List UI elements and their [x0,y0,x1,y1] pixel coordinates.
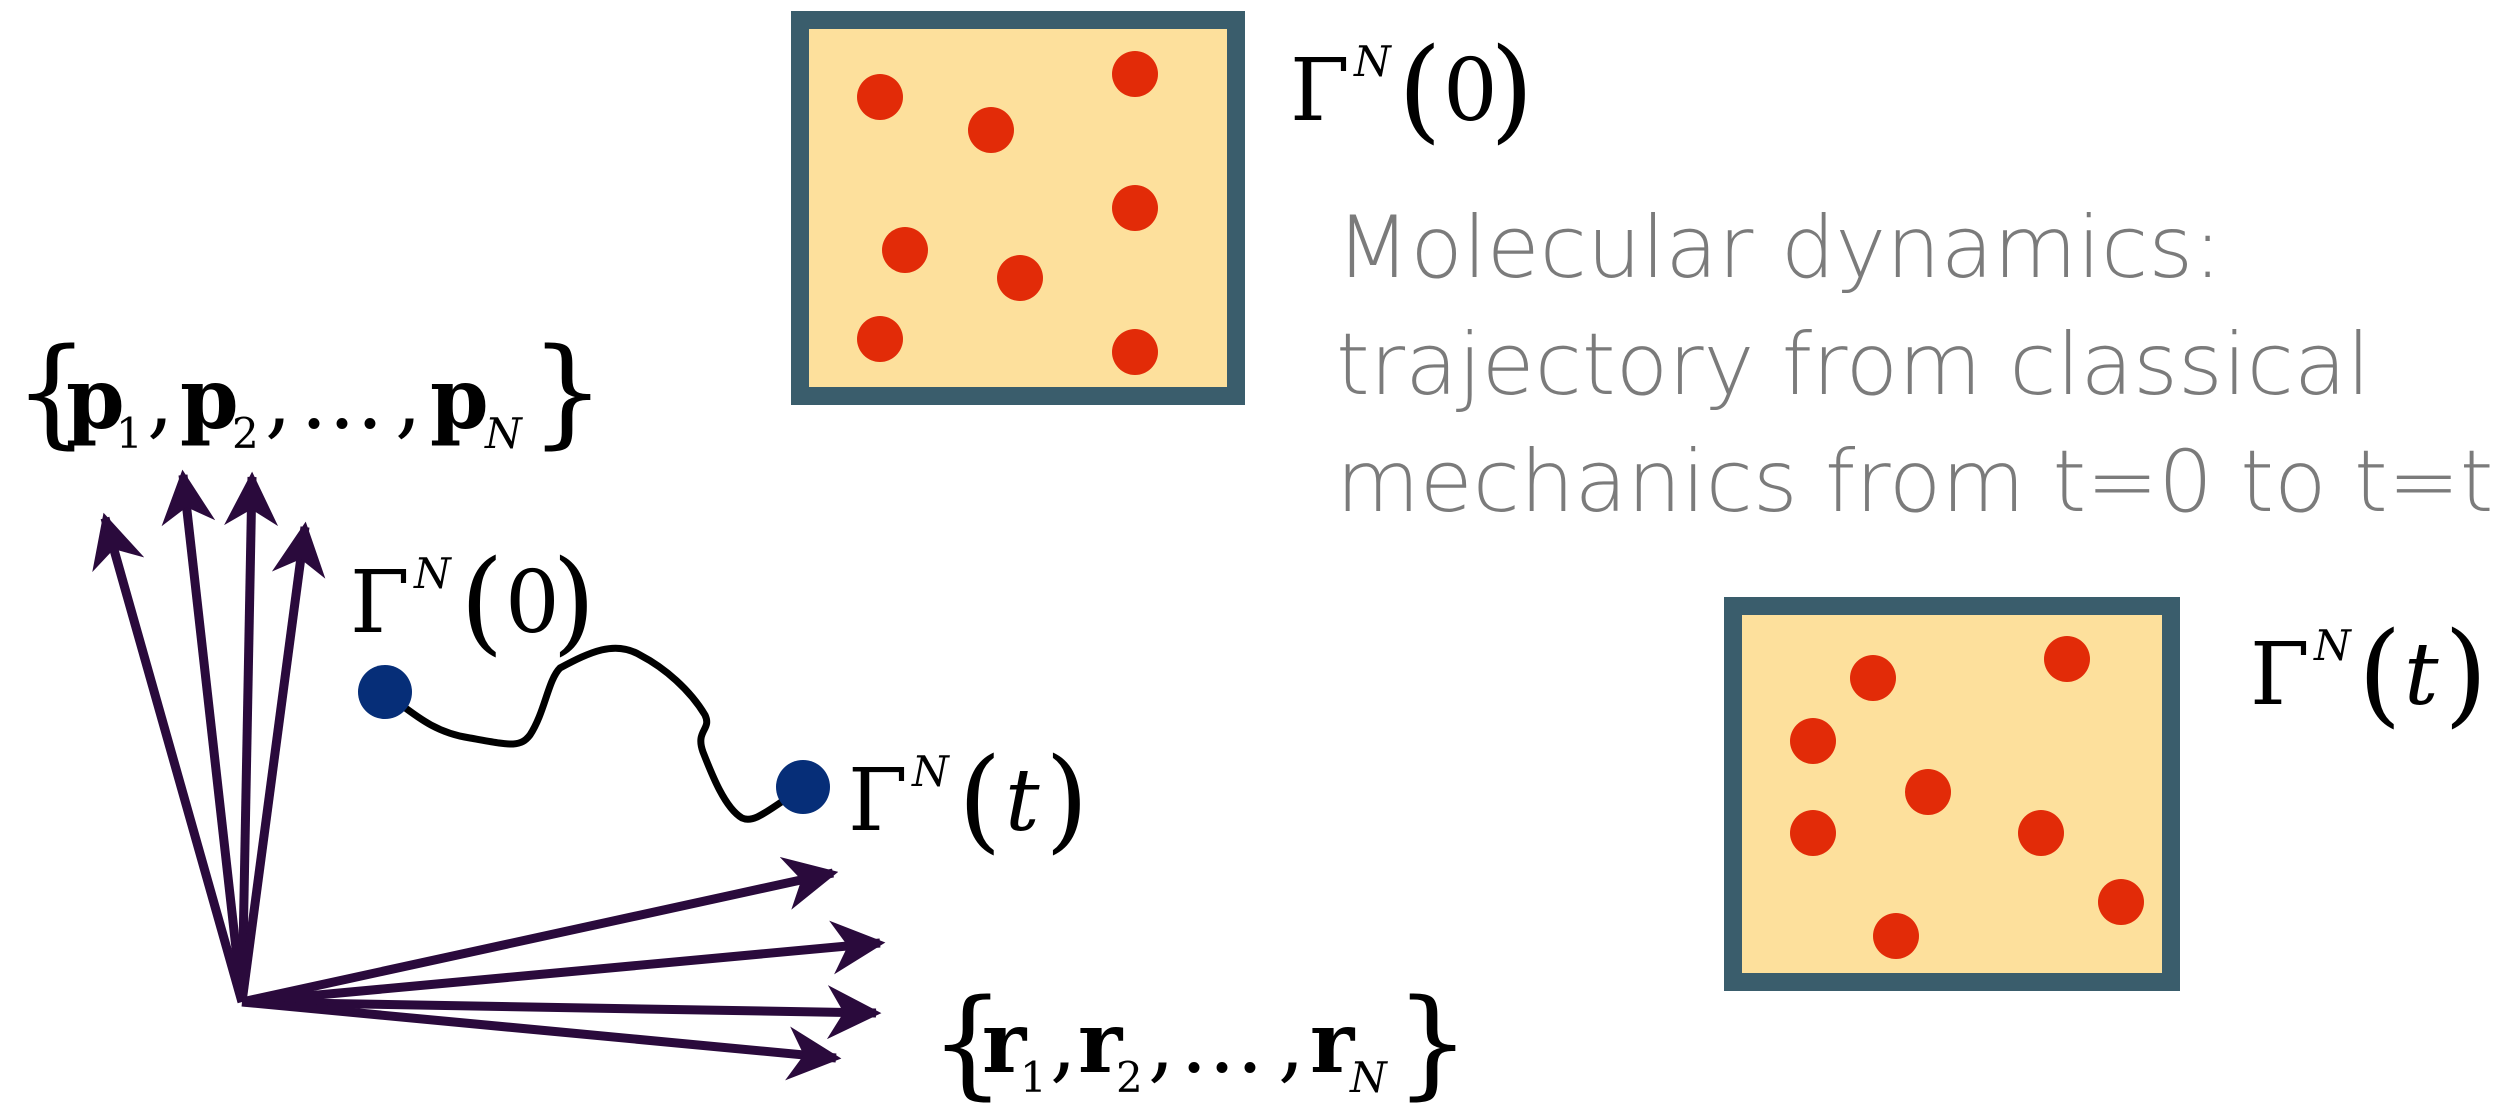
comma: , [1050,994,1077,1092]
close-paren: ) [2444,609,2488,739]
momentum-arrow [161,469,247,1003]
position-subscript: 2 [1116,1053,1143,1102]
comma: , [395,350,422,448]
position-arrow [241,997,842,1081]
comma: , [147,350,174,448]
caption-line: Molecular dynamics: [1336,198,2223,298]
position-arrow [241,856,839,1007]
particle [2044,636,2090,682]
start-point [358,665,412,719]
particle [1112,51,1158,97]
ellipsis: … [300,350,384,448]
open-paren: ( [1398,25,1442,155]
close-paren: ) [1490,25,1534,155]
comma: , [1278,994,1305,1092]
argument: t [1005,751,1040,851]
superscript-n: N [413,549,452,598]
position-subscript: 1 [1020,1053,1047,1102]
particle [1873,913,1919,959]
box-initial-label: Γ N ( 0 ) [1290,25,1534,155]
superscript-n: N [911,747,950,796]
gamma-symbol: Γ [1290,41,1350,141]
ellipsis: … [1180,994,1264,1092]
particle [1112,185,1158,231]
close-paren: ) [552,537,596,667]
momentum-subscript: 1 [116,409,143,458]
particle [1790,718,1836,764]
positions-set-label: { r 1 , r 2 , … , r N } [930,973,1470,1105]
particle [882,227,928,273]
close-brace: } [530,322,605,460]
close-paren: ) [1045,735,1089,865]
open-brace: { [14,322,89,460]
start-point-label: Γ N ( 0 ) [350,537,596,667]
particle [857,74,903,120]
momentum-subscript: N [484,409,523,458]
momentum-arrow [92,512,247,1004]
comma: , [1148,994,1175,1092]
momentum-symbol: p [66,349,125,448]
end-point-label: Γ N ( t ) [848,735,1089,865]
gamma-symbol: Γ [350,553,410,653]
argument: t [2404,625,2439,725]
superscript-n: N [1353,37,1392,86]
particle [1790,810,1836,856]
position-arrow [241,985,882,1040]
box-final-label: Γ N ( t ) [2250,609,2488,739]
open-paren: ( [958,735,1002,865]
momentum-subscript: 2 [232,409,259,458]
gamma-symbol: Γ [2250,625,2310,725]
simulation-box [1724,597,2180,991]
end-point [776,760,830,814]
position-symbol: r [1310,993,1356,1092]
argument: 0 [505,553,560,653]
box-initial [791,11,1245,405]
particle [997,255,1043,301]
particle [2098,879,2144,925]
momentum-arrow [237,521,326,1003]
caption-line: mechanics from t=0 to t=t [1336,432,2494,532]
particle [968,107,1014,153]
particle [1850,655,1896,701]
position-subscript: N [1349,1053,1388,1102]
comma: , [265,350,292,448]
close-brace: } [1395,973,1470,1105]
momentum-symbol: p [180,349,239,448]
position-symbol: r [1078,993,1124,1092]
open-paren: ( [2358,609,2402,739]
caption: Molecular dynamics: trajectory from clas… [1336,190,2494,541]
superscript-n: N [2313,621,2352,670]
open-brace: { [930,973,1005,1105]
momentum-symbol: p [430,349,489,448]
caption-line: trajectory from classical [1336,315,2371,415]
position-arrows [241,856,886,1081]
trajectory-curve [381,644,804,823]
open-paren: ( [460,537,504,667]
argument: 0 [1443,41,1498,141]
particle [2018,810,2064,856]
momenta-set-label: { p 1 , p 2 , … , p N } [14,322,605,460]
box-final [1724,597,2180,991]
particle [1112,329,1158,375]
gamma-symbol: Γ [848,751,908,851]
position-symbol: r [982,993,1028,1092]
position-arrow [241,920,886,1007]
momentum-arrow [224,471,279,1003]
particle [1905,769,1951,815]
momentum-arrows [92,469,326,1004]
particle [857,316,903,362]
